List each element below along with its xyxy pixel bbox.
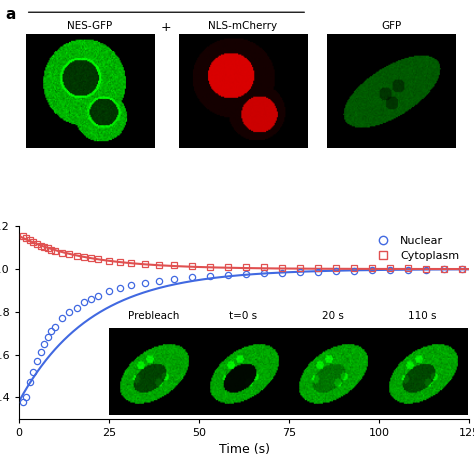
Text: 110 s: 110 s — [408, 311, 437, 321]
Legend: Nuclear, Cytoplasm: Nuclear, Cytoplasm — [368, 232, 464, 265]
Text: t=0 s: t=0 s — [229, 311, 257, 321]
Text: 20 s: 20 s — [322, 311, 344, 321]
X-axis label: Time (s): Time (s) — [219, 443, 270, 455]
Text: NES-GFP: NES-GFP — [67, 21, 112, 31]
Text: NLS-mCherry: NLS-mCherry — [209, 21, 278, 31]
Text: GFP: GFP — [382, 21, 401, 31]
Text: +: + — [161, 21, 172, 34]
Text: a: a — [6, 6, 16, 21]
Text: Prebleach: Prebleach — [128, 311, 180, 321]
